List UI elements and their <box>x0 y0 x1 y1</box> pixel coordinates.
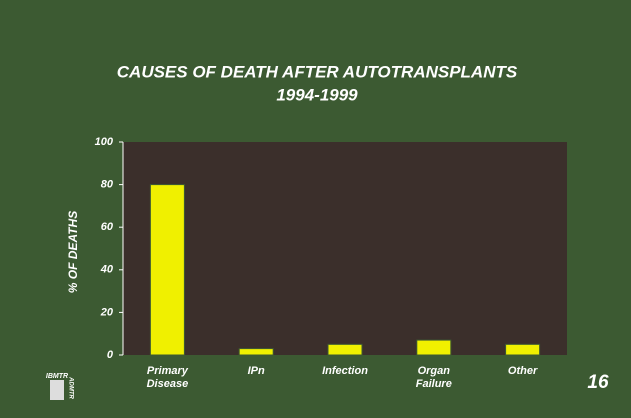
page-number: 16 <box>587 372 609 393</box>
y-axis-label: % OF DEATHS <box>66 211 80 293</box>
x-tick-label: Primary Disease <box>147 365 189 390</box>
y-tick-label: 100 <box>95 136 114 148</box>
x-tick-label-line: Organ <box>418 365 451 377</box>
x-tick-label-line: IPn <box>248 365 265 377</box>
x-tick-label: Infection <box>322 365 368 377</box>
bar <box>505 343 541 356</box>
x-tick-label: Other <box>508 365 538 377</box>
x-tick-label-line: Disease <box>147 378 189 390</box>
x-tick-label-line: Failure <box>416 378 452 390</box>
y-tick-label: 0 <box>107 349 114 361</box>
logo-text: IBMTR <box>46 373 68 380</box>
logo-mark <box>50 380 64 400</box>
y-tick-label: 40 <box>100 264 114 276</box>
x-tick-label-line: Primary <box>147 365 189 377</box>
bar <box>149 184 185 356</box>
y-tick-label: 60 <box>101 221 114 233</box>
x-tick-label: IPn <box>248 365 265 377</box>
y-tick-label: 80 <box>101 179 114 191</box>
x-tick-label: Organ Failure <box>416 365 452 390</box>
logo-text: ADMTR <box>67 376 73 399</box>
bar <box>327 343 363 356</box>
chart-title: CAUSES OF DEATH AFTER AUTOTRANSPLANTS <box>117 62 518 81</box>
bar <box>238 348 274 356</box>
x-tick-label-line: Infection <box>322 365 368 377</box>
logo: IBMTR ADMTR <box>46 373 73 400</box>
chart-subtitle: 1994-1999 <box>276 85 358 104</box>
bar <box>416 339 452 356</box>
x-tick-label-line: Other <box>508 365 538 377</box>
plot-area <box>123 142 567 355</box>
y-tick-label: 20 <box>100 306 114 318</box>
